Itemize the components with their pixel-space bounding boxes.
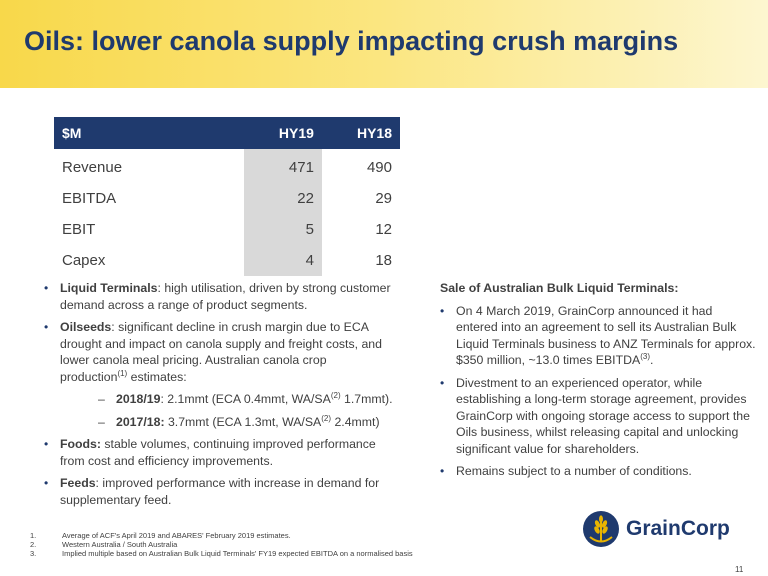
row-label: Revenue (62, 159, 123, 176)
cell-hy19: 22 (243, 183, 322, 214)
sale-heading: Sale of Australian Bulk Liquid Terminals… (440, 281, 679, 295)
wheat-circle-icon (583, 511, 619, 547)
header-banner (0, 0, 768, 88)
footnote: 1. Average of ACF's April 2019 and ABARES… (30, 531, 291, 540)
bullet-foods: Foods: stable volumes, continuing improv… (44, 436, 394, 469)
cell-hy19: 5 (243, 214, 322, 245)
footnotes: 1. Average of ACF's April 2019 and ABARES… (30, 531, 413, 558)
row-label: EBITDA (62, 190, 117, 207)
bullet-oilseeds: Oilseeds: significant decline in crush m… (44, 319, 394, 430)
graincorp-logo: GrainCorp (582, 510, 742, 548)
bullet-divestment: Divestment to an experienced operator, w… (440, 375, 756, 458)
table-row: EBIT 5 12 (54, 214, 400, 245)
table-row: Revenue 471 490 (54, 149, 400, 183)
sub-bullet-2018-19: 2018/19: 2.1mmt (ECA 0.4mmt, WA/SA(2) 1.… (60, 391, 394, 408)
financial-table: $M HY19 HY18 Revenue 471 490 EBITDA 22 2… (54, 117, 400, 276)
cell-hy18: 490 (366, 159, 392, 176)
cell-hy18: 18 (375, 252, 392, 269)
bullet-feeds: Feeds: improved performance with increas… (44, 475, 394, 508)
slide-title: Oils: lower canola supply impacting crus… (24, 26, 679, 56)
row-label: Capex (62, 252, 106, 269)
row-label: EBIT (62, 221, 96, 238)
table-header-row: $M HY19 HY18 (54, 117, 400, 149)
sub-bullet-2017-18: 2017/18: 3.7mmt (ECA 1.3mt, WA/SA(2) 2.4… (60, 414, 394, 431)
table-header-hy19: HY19 (243, 117, 322, 149)
right-column: Sale of Australian Bulk Liquid Terminals… (440, 280, 756, 486)
right-bullet-list: On 4 March 2019, GrainCorp announced it … (440, 303, 756, 480)
left-column: Liquid Terminals: high utilisation, driv… (44, 280, 394, 514)
bullet-announcement: On 4 March 2019, GrainCorp announced it … (440, 303, 756, 369)
table-row: Capex 4 18 (54, 245, 400, 276)
table-header-metric: $M (54, 117, 244, 149)
table-header-hy18: HY18 (321, 117, 400, 149)
bullet-liquid-terminals: Liquid Terminals: high utilisation, driv… (44, 280, 394, 313)
canola-estimates-list: 2018/19: 2.1mmt (ECA 0.4mmt, WA/SA(2) 1.… (60, 391, 394, 430)
left-bullet-list: Liquid Terminals: high utilisation, driv… (44, 280, 394, 508)
bullet-conditions: Remains subject to a number of condition… (440, 463, 756, 480)
cell-hy19: 4 (243, 245, 322, 276)
logo-text: GrainCorp (626, 517, 730, 540)
footnote: 2. Western Australia / South Australia (30, 540, 178, 549)
cell-hy18: 12 (375, 221, 392, 238)
table-row: EBITDA 22 29 (54, 183, 400, 214)
footnote: 3. Implied multiple based on Australian B… (30, 549, 413, 558)
cell-hy19: 471 (243, 149, 322, 183)
page-number: 11 (735, 565, 744, 574)
cell-hy18: 29 (375, 190, 392, 207)
